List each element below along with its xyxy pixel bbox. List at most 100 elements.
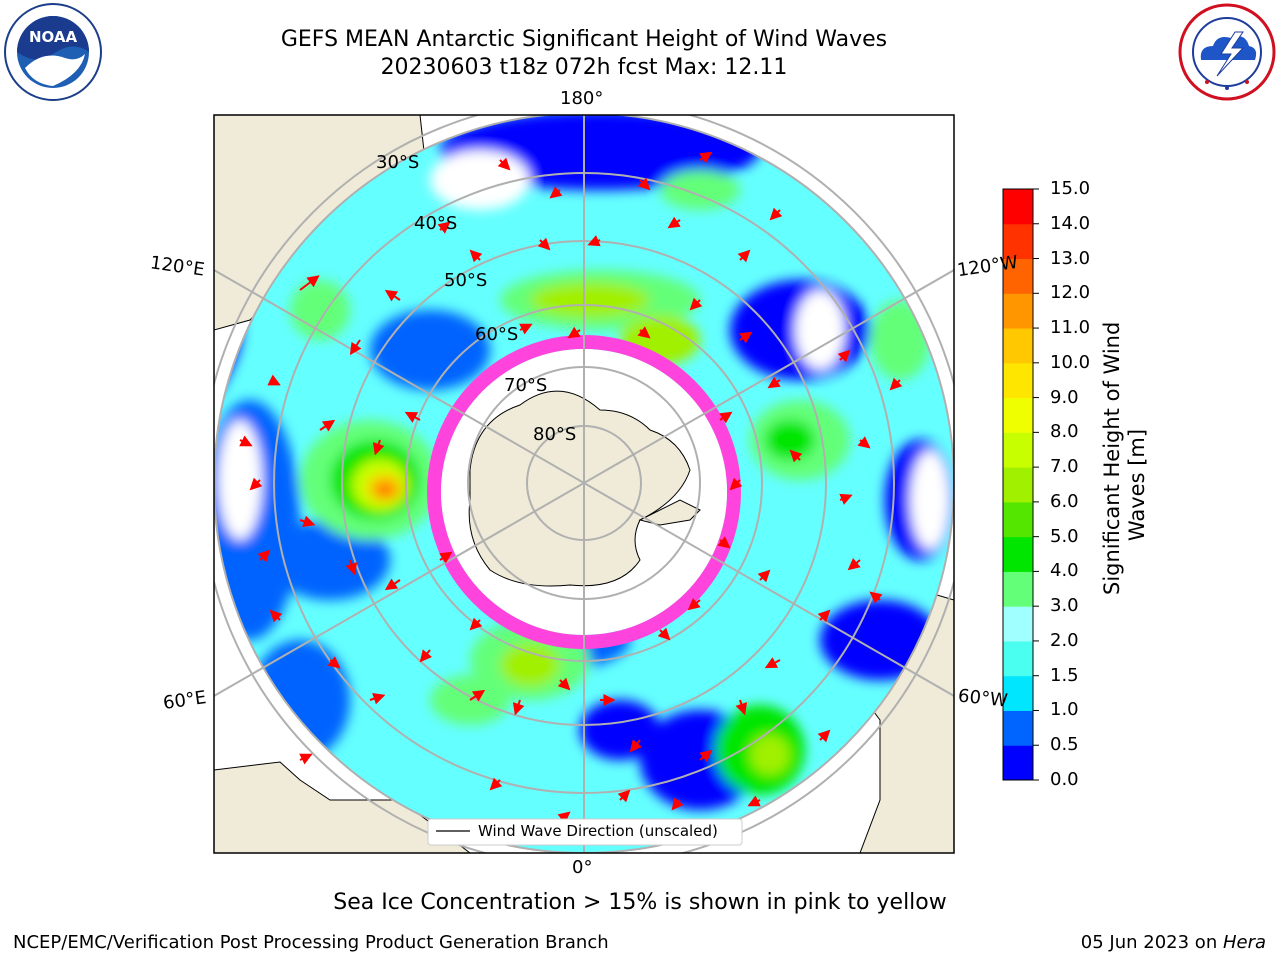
wave-direction-arrow xyxy=(889,377,903,391)
wave-direction-arrow xyxy=(299,275,320,291)
wave-direction-arrow xyxy=(767,376,781,389)
colorbar-tick-label: 13.0 xyxy=(1050,247,1091,269)
lat-label-70s: 70°S xyxy=(504,375,548,396)
wave-direction-arrow xyxy=(617,789,631,803)
lat-label-80s: 80°S xyxy=(533,424,577,445)
graticule xyxy=(214,115,954,853)
colorbar-tick-label: 7.0 xyxy=(1050,456,1079,478)
wave-direction-arrow xyxy=(764,657,781,669)
wave-direction-arrow xyxy=(747,795,761,807)
wave-direction-arrow xyxy=(789,449,803,463)
wave-direction-arrow xyxy=(439,551,453,564)
lat-label-30s: 30°S xyxy=(376,152,420,173)
colorbar-tick-label: 0.0 xyxy=(1050,769,1079,790)
wave-direction-arrow xyxy=(847,557,861,571)
colorbar-segment xyxy=(1003,467,1033,503)
wave-direction-arrow xyxy=(437,221,451,234)
antarctica-landmass xyxy=(468,390,691,587)
wave-direction-arrow xyxy=(519,323,533,335)
wave-direction-arrow xyxy=(257,549,271,563)
lat-label-50s: 50°S xyxy=(444,270,488,291)
wave-direction-arrow xyxy=(699,151,713,164)
colorbar-segment xyxy=(1003,571,1033,607)
lat-label-60s: 60°S xyxy=(475,324,519,345)
lon-label-0: 0° xyxy=(572,857,593,878)
colorbar-segment xyxy=(1003,397,1033,433)
wave-direction-arrow xyxy=(345,559,358,576)
wave-direction-arrow xyxy=(717,536,731,549)
colorbar-tick-label: 0.5 xyxy=(1050,734,1079,756)
wave-direction-arrow xyxy=(739,331,753,344)
wave-direction-arrow xyxy=(857,436,871,449)
wave-direction-arrow xyxy=(489,777,503,791)
wave-direction-arrow xyxy=(657,627,671,641)
wave-direction-arrow xyxy=(549,186,563,199)
wave-direction-arrow xyxy=(327,656,341,669)
nws-logo xyxy=(1177,2,1277,102)
wave-direction-arrow xyxy=(497,157,511,171)
colorbar-segment xyxy=(1003,362,1033,399)
colorbar-tick-label: 2.0 xyxy=(1050,629,1079,651)
wave-direction-arrow xyxy=(369,692,386,705)
wave-direction-arrow xyxy=(757,569,771,583)
colorbar xyxy=(1002,188,1039,781)
wave-direction-arrow xyxy=(384,578,401,591)
wave-direction-arrow xyxy=(839,493,853,505)
wave-direction-arrow xyxy=(699,749,713,763)
wave-direction-arrow xyxy=(837,349,851,363)
noaa-logo: NOAA xyxy=(3,2,103,102)
footer-date: 05 Jun 2023 on Hera xyxy=(1080,932,1266,953)
colorbar-tick-label: 8.0 xyxy=(1050,421,1079,443)
colorbar-segment xyxy=(1003,675,1033,711)
colorbar-segment xyxy=(1003,223,1033,260)
noaa-logo-text: NOAA xyxy=(29,28,78,46)
wave-direction-arrow xyxy=(537,237,551,251)
colorbar-label: Significant Height of Wind Waves [m] xyxy=(1100,321,1149,595)
map-subtitle: 20230603 t18z 072h fcst Max: 12.11 xyxy=(380,55,788,80)
colorbar-segment xyxy=(1003,536,1033,572)
wave-direction-arrow xyxy=(671,797,684,811)
wave-direction-arrow xyxy=(384,289,401,302)
colorbar-tick-label: 4.0 xyxy=(1050,560,1079,582)
wave-direction-arrow xyxy=(269,609,283,623)
sea-ice-note: Sea Ice Concentration > 15% is shown in … xyxy=(333,890,947,915)
colorbar-tick-label: 5.0 xyxy=(1050,525,1079,547)
lat-label-40s: 40°S xyxy=(414,213,458,234)
colorbar-tick-label: 9.0 xyxy=(1050,386,1079,408)
lon-label-180: 180° xyxy=(560,88,604,109)
wave-direction-arrow xyxy=(737,249,751,263)
colorbar-segment xyxy=(1003,328,1033,364)
wave-direction-arrow xyxy=(729,477,743,491)
wave-direction-arrow xyxy=(637,177,651,191)
wave-direction-arrow xyxy=(404,411,421,423)
wave-direction-arrow xyxy=(419,649,433,663)
wave-direction-arrow xyxy=(687,597,701,611)
wave-direction-arrow xyxy=(817,729,831,743)
wave-direction-arrow xyxy=(249,477,263,491)
colorbar-segment xyxy=(1003,293,1033,329)
colorbar-segment xyxy=(1003,745,1033,781)
wave-direction-arrow xyxy=(349,339,362,356)
colorbar-tick-label: 11.0 xyxy=(1050,317,1091,339)
colorbar-segment xyxy=(1003,640,1033,677)
wave-direction-arrow xyxy=(667,216,681,229)
wave-direction-arrow xyxy=(587,235,601,247)
footer-credit: NCEP/EMC/Verification Post Processing Pr… xyxy=(13,932,609,953)
wave-direction-arrow xyxy=(689,297,703,311)
wave-direction-arrow xyxy=(735,699,748,716)
wave-direction-arrow xyxy=(557,677,571,691)
colorbar-tick-label: 1.0 xyxy=(1050,699,1079,721)
wave-direction-arrow xyxy=(239,435,253,447)
colorbar-segment xyxy=(1003,432,1033,468)
wave-direction-arrow xyxy=(817,609,831,623)
wave-direction-arrow xyxy=(769,207,783,221)
wave-direction-arrow xyxy=(372,439,385,456)
wave-direction-arrow xyxy=(629,739,643,753)
wave-direction-arrow xyxy=(299,753,313,765)
wave-direction-arrow xyxy=(299,515,316,528)
wave-direction-arrow xyxy=(267,374,281,386)
colorbar-segment xyxy=(1003,606,1033,642)
colorbar-tick-label: 15.0 xyxy=(1050,178,1091,199)
colorbar-segment xyxy=(1003,710,1033,746)
